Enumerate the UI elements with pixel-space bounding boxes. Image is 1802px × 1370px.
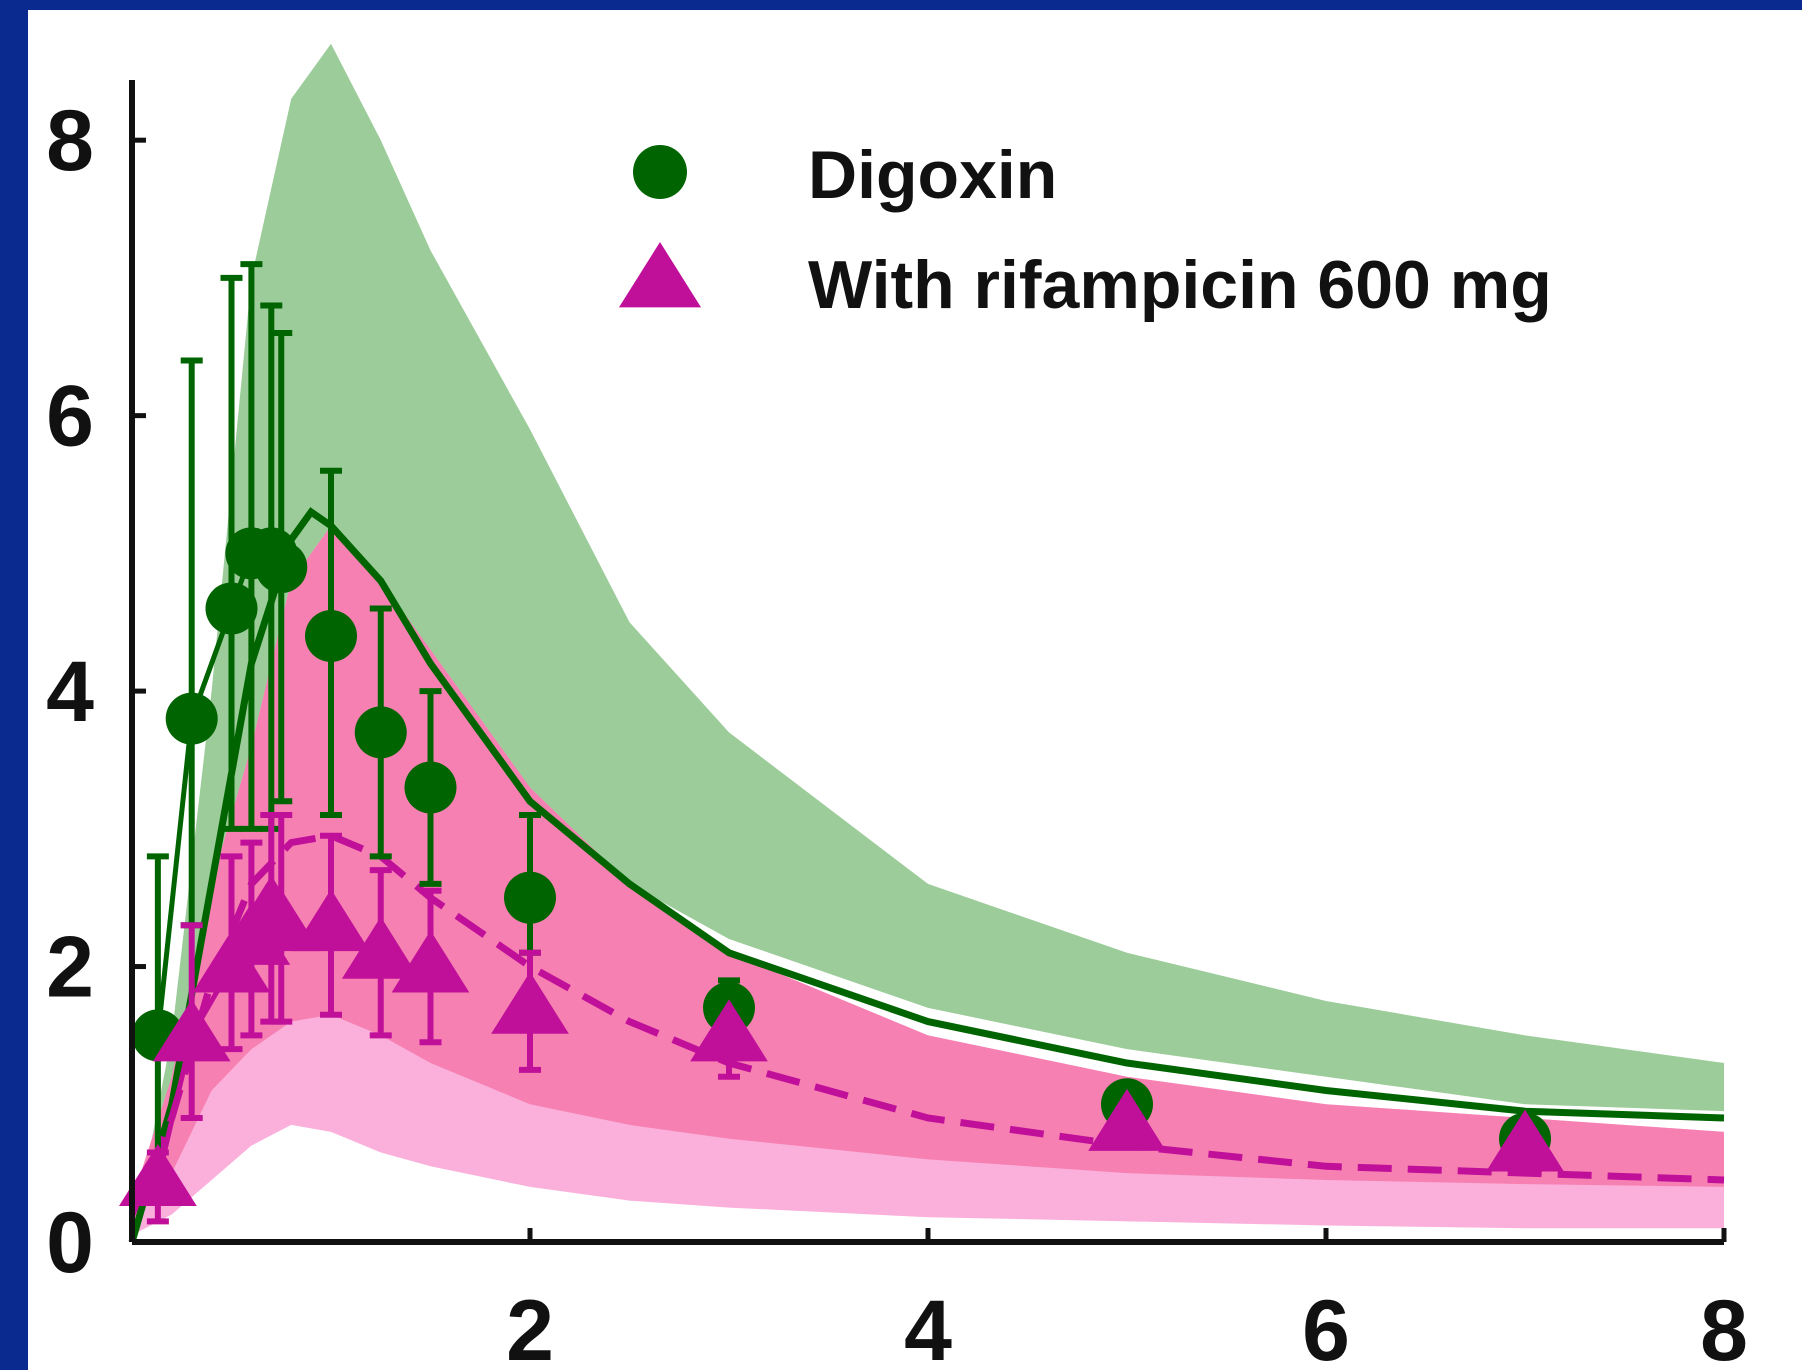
x-tick-label: 4	[904, 1283, 952, 1370]
digoxin-point	[205, 582, 258, 635]
x-tick-label: 2	[506, 1283, 554, 1370]
rifampicin-point	[341, 916, 420, 979]
y-tick-label: 8	[46, 93, 94, 189]
y-tick-label: 0	[46, 1195, 94, 1291]
rifampicin-point	[152, 999, 231, 1062]
legend: Digoxin With rifampicin 600 mg	[618, 137, 1552, 323]
y-tick-label: 4	[46, 644, 94, 740]
legend-rifampicin-label: With rifampicin 600 mg	[808, 247, 1552, 323]
confidence-bands	[132, 43, 1724, 1243]
digoxin-band	[132, 43, 1724, 1243]
y-tick-label: 2	[46, 920, 94, 1016]
pk-concentration-chart: 0 2 4 6 8 2 4 6 8 Digoxin With rifampicin 600 mg	[46, 43, 1748, 1370]
digoxin-point	[165, 692, 218, 745]
axes: 0 2 4 6 8 2 4 6 8	[46, 80, 1748, 1370]
rifampicin-point	[1088, 1088, 1166, 1151]
digoxin-point	[404, 761, 457, 814]
x-tick-label: 6	[1302, 1283, 1350, 1370]
digoxin-point	[354, 706, 407, 759]
rifampicin-point	[1486, 1109, 1564, 1172]
rifampicin-simulated-line	[128, 832, 1725, 1216]
rifampicin-point	[391, 930, 470, 993]
rifampicin-point	[491, 971, 569, 1034]
rifampicin-point	[690, 999, 768, 1062]
legend-rifampicin-marker	[618, 242, 702, 308]
x-tick-label: 8	[1700, 1283, 1748, 1370]
rifampicin-point	[242, 889, 321, 952]
digoxin-simulated-line	[128, 507, 1725, 1243]
y-tick-label: 6	[46, 369, 94, 465]
legend-digoxin-marker	[633, 145, 687, 199]
chart-panel: 0 2 4 6 8 2 4 6 8 Digoxin With rifampicin 600 mg	[28, 10, 1802, 1370]
rifampicin-point	[292, 889, 370, 952]
legend-digoxin-label: Digoxin	[808, 137, 1057, 213]
observed-markers	[118, 527, 1564, 1206]
rifampicin-point	[118, 1144, 197, 1206]
digoxin-point	[305, 610, 357, 662]
digoxin-point	[255, 541, 308, 594]
digoxin-point	[504, 871, 556, 924]
